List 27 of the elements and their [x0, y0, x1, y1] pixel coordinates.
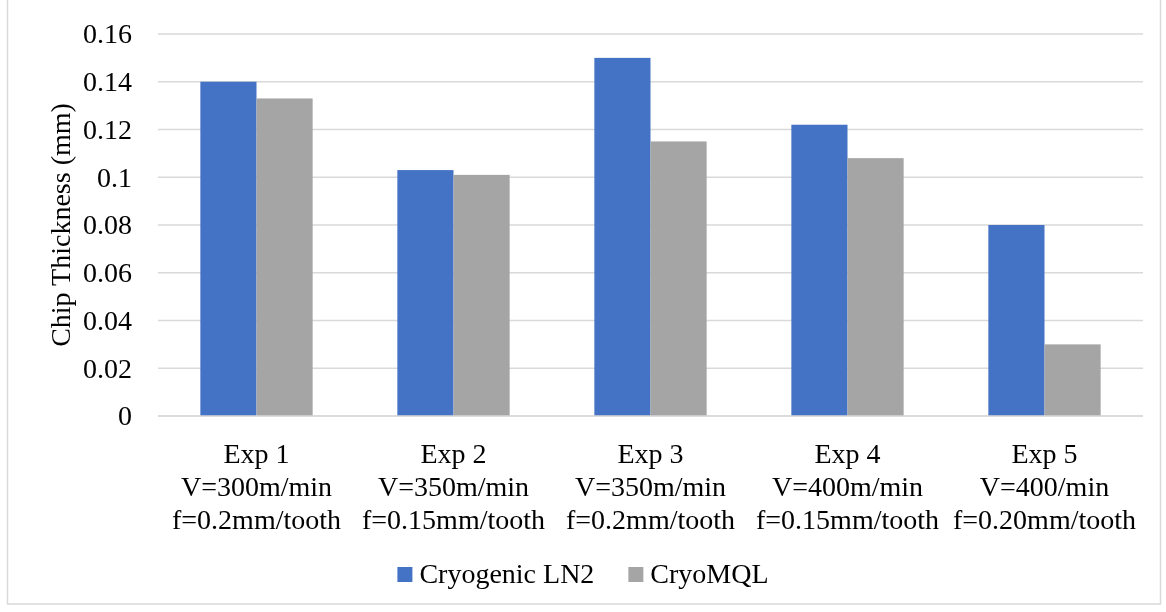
- legend-label: Cryogenic LN2: [419, 558, 595, 589]
- bar: [988, 225, 1045, 416]
- bar: [256, 98, 313, 416]
- bar: [453, 174, 510, 416]
- y-axis-title: Chip Thickness (mm): [45, 103, 76, 347]
- x-tick-label: Exp 3 V=350m/min f=0.2mm/tooth: [565, 438, 736, 535]
- bar: [650, 141, 707, 416]
- x-tick-label: Exp 4 V=400m/min f=0.15mm/tooth: [755, 438, 940, 535]
- y-tick-label: 0.04: [83, 304, 132, 336]
- x-tick-label: Exp 1 V=300m/min f=0.2mm/tooth: [171, 438, 342, 535]
- bar: [1044, 344, 1101, 416]
- y-tick-label: 0.06: [83, 257, 132, 289]
- x-tick-label: Exp 2 V=350m/min f=0.15mm/tooth: [361, 438, 546, 535]
- bar: [594, 57, 651, 416]
- y-tick-label: 0.1: [97, 161, 132, 193]
- bar: [791, 124, 848, 416]
- x-tick-label: Exp 5 V=400/min f=0.20mm/tooth: [952, 438, 1137, 535]
- y-tick-label: 0.02: [83, 352, 132, 384]
- y-tick-label: 0.08: [83, 209, 132, 241]
- bar: [847, 158, 904, 416]
- bar: [200, 81, 257, 416]
- y-tick-label: 0: [118, 400, 132, 432]
- y-tick-label: 0.12: [83, 113, 132, 145]
- legend-label: CryoMQL: [650, 558, 769, 589]
- y-tick-label: 0.16: [83, 18, 132, 50]
- y-tick-label: 0.14: [83, 66, 132, 98]
- bar: [397, 170, 454, 416]
